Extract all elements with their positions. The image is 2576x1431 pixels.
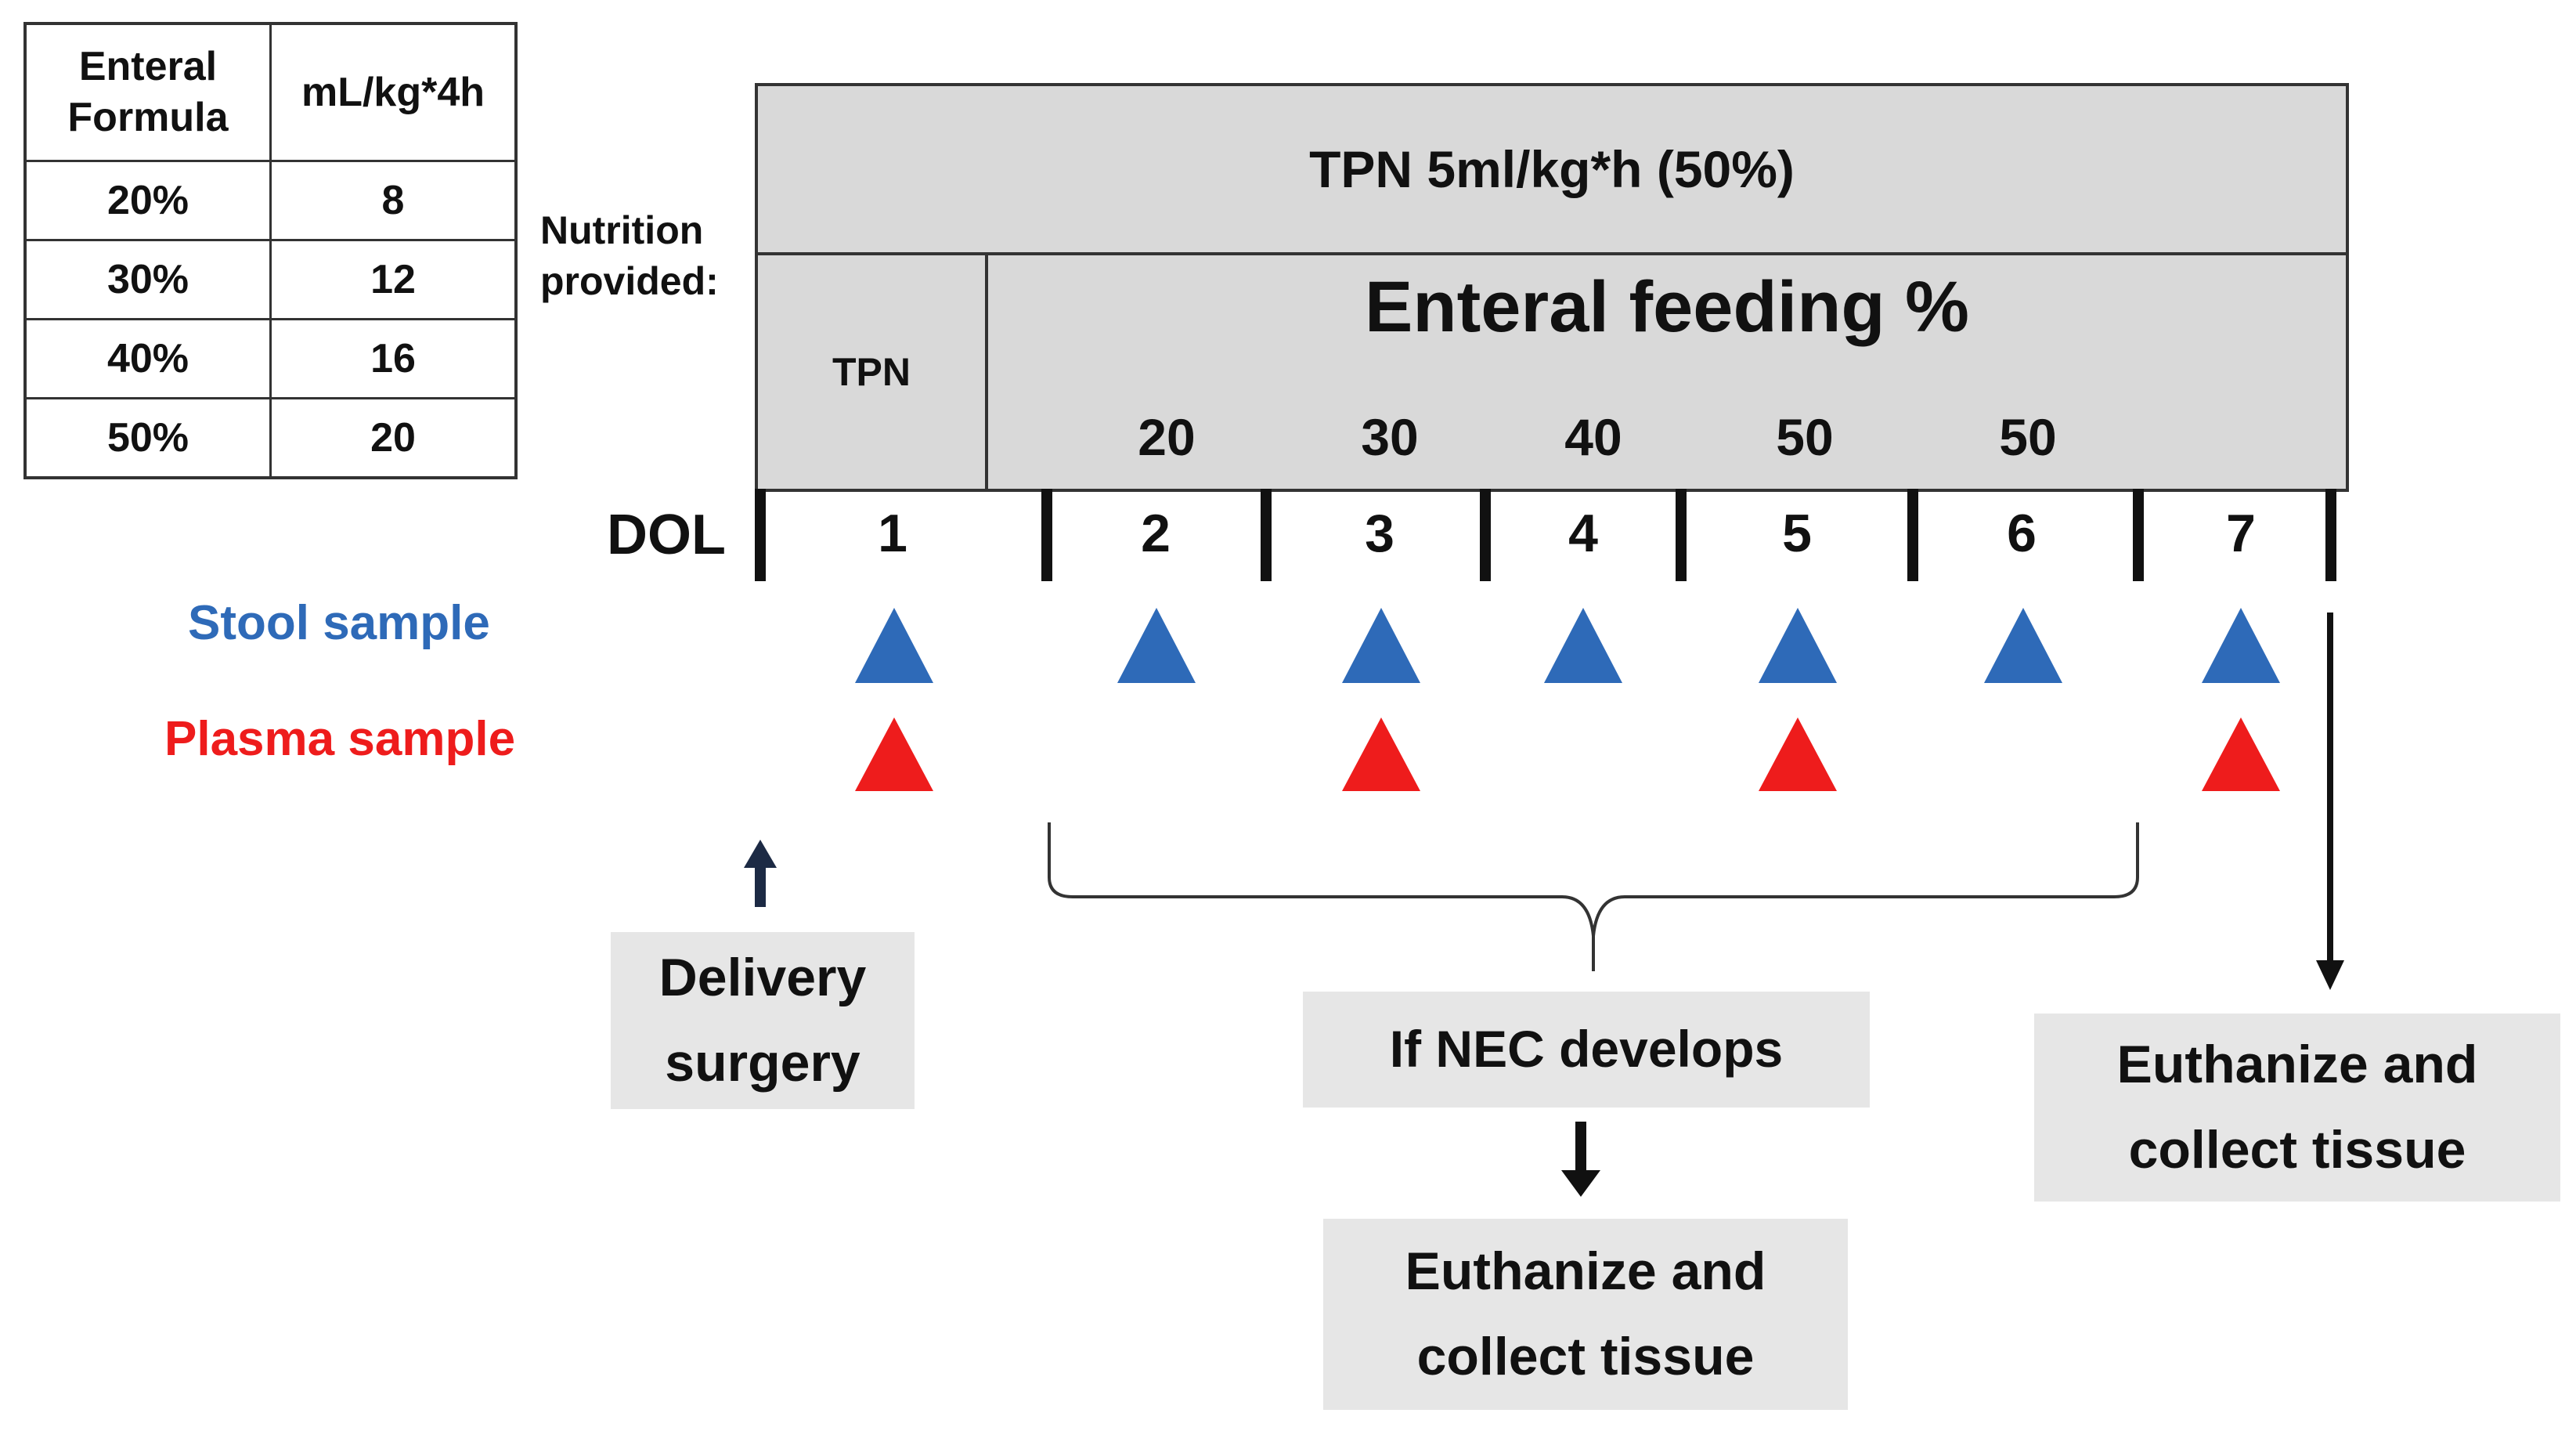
stool-sample-marker-day-7 <box>2202 608 2280 683</box>
stool-sample-label: Stool sample <box>188 596 490 650</box>
plasma-sample-label: Plasma sample <box>164 712 516 766</box>
day-tick <box>1480 489 1491 581</box>
plasma-sample-marker-day-7 <box>2202 717 2280 791</box>
table-cell: 16 <box>269 318 518 399</box>
table-cell: 20% <box>23 160 272 241</box>
day-tick <box>755 489 766 581</box>
delivery-surgery-box: Delivery surgery <box>611 932 915 1109</box>
day-number-4: 4 <box>1568 504 1598 563</box>
stool-sample-marker-day-6 <box>1984 608 2062 683</box>
day-number-6: 6 <box>2007 504 2037 563</box>
tpn-band-label: TPN 5ml/kg*h (50%) <box>1309 140 1795 198</box>
enteral-feeding-title: Enteral feeding % <box>1365 267 1969 347</box>
stool-sample-marker-day-2 <box>1117 608 1196 683</box>
table-cell: 8 <box>269 160 518 241</box>
day-tick <box>1041 489 1052 581</box>
enteral-percent-day6: 50 <box>1999 408 2057 466</box>
dol-label: DOL <box>607 504 726 566</box>
table-header-formula: Enteral Formula <box>23 22 272 162</box>
day-tick <box>2133 489 2144 581</box>
day-number-1: 1 <box>878 504 907 563</box>
day-tick <box>1676 489 1687 581</box>
end-arrow-down-icon <box>2316 613 2344 990</box>
nec-window-brace <box>1048 822 2139 971</box>
table-cell: 50% <box>23 397 272 479</box>
table-row: 30% 12 <box>23 239 518 320</box>
table-header-volume: mL/kg*4h <box>269 22 518 162</box>
enteral-percent-day5: 50 <box>1776 408 1834 466</box>
if-nec-develops-box: If NEC develops <box>1303 992 1870 1108</box>
table-cell: 30% <box>23 239 272 320</box>
table-row: 20% 8 <box>23 160 518 241</box>
day-tick <box>1907 489 1918 581</box>
day-number-5: 5 <box>1782 504 1812 563</box>
table-cell: 40% <box>23 318 272 399</box>
day-number-7: 7 <box>2226 504 2256 563</box>
stool-sample-marker-day-5 <box>1759 608 1837 683</box>
day-number-3: 3 <box>1365 504 1394 563</box>
plasma-sample-marker-day-1 <box>855 717 933 791</box>
day-number-2: 2 <box>1141 504 1171 563</box>
day-tick <box>1261 489 1272 581</box>
stool-sample-marker-day-1 <box>855 608 933 683</box>
plasma-sample-marker-day-5 <box>1759 717 1837 791</box>
stool-sample-marker-day-4 <box>1544 608 1622 683</box>
day-tick <box>2325 489 2336 581</box>
enteral-feeding-cell <box>985 252 2349 492</box>
tpn-cell: TPN <box>755 252 988 492</box>
euthanize-end-box: Euthanize and collect tissue <box>2034 1014 2560 1202</box>
tpn-cell-label: TPN <box>832 350 911 394</box>
euthanize-nec-box: Euthanize and collect tissue <box>1323 1219 1848 1410</box>
stool-sample-marker-day-3 <box>1342 608 1420 683</box>
table-row: 40% 16 <box>23 318 518 399</box>
nutrition-provided-label: Nutrition provided: <box>540 208 719 303</box>
enteral-percent-day4: 40 <box>1564 408 1622 466</box>
if-nec-develops-label: If NEC develops <box>1389 1020 1784 1079</box>
enteral-formula-table: Enteral Formula mL/kg*4h 20% 8 30% 12 40… <box>23 22 518 479</box>
nec-arrow-down-icon <box>1561 1122 1600 1197</box>
euthanize-nec-label: Euthanize and collect tissue <box>1405 1241 1766 1386</box>
plasma-sample-marker-day-3 <box>1342 717 1420 791</box>
delivery-arrow-up-icon <box>744 840 777 907</box>
euthanize-end-label: Euthanize and collect tissue <box>2116 1035 2478 1180</box>
table-header-row: Enteral Formula mL/kg*4h <box>23 22 518 162</box>
table-cell: 20 <box>269 397 518 479</box>
enteral-percent-day3: 30 <box>1361 408 1419 466</box>
table-row: 50% 20 <box>23 397 518 479</box>
delivery-surgery-label: Delivery surgery <box>658 948 867 1093</box>
enteral-percent-day2: 20 <box>1138 408 1196 466</box>
table-cell: 12 <box>269 239 518 320</box>
